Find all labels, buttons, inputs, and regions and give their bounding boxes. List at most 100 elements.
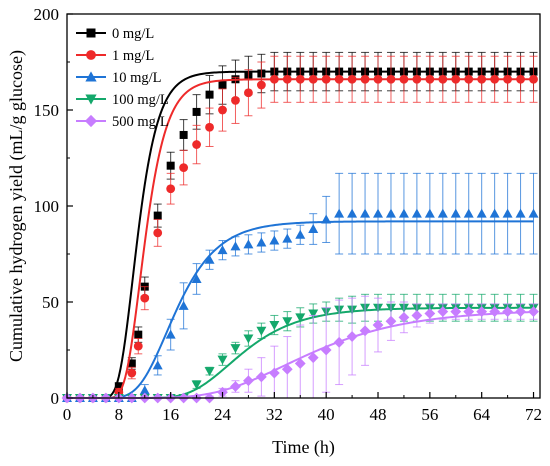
data-point [385,315,397,327]
y-tick-label: 200 [34,5,60,24]
data-point [373,74,383,84]
data-point [153,211,162,220]
data-point [450,208,461,218]
data-point [268,367,280,379]
data-point [231,96,240,105]
x-tick-label: 8 [115,405,124,424]
data-point [424,308,436,319]
data-point [218,81,227,90]
data-point [140,293,150,303]
data-point [295,74,305,84]
data-point [451,74,461,84]
data-point [217,355,228,365]
data-point [425,74,435,84]
legend-item: 100 mg/L [76,92,169,108]
data-point [515,306,526,317]
legend-marker [85,94,97,105]
axes: 0 8 16 24 32 40 48 56 64 72 0 50 100 150 200 [34,5,543,424]
data-point [127,368,137,378]
data-point [217,245,228,255]
data-point [411,208,422,218]
data-point [489,306,501,317]
data-point [204,254,215,264]
data-point [308,309,319,319]
data-point [308,74,318,84]
data-point [477,74,487,84]
x-tick-label: 64 [473,405,491,424]
data-point [114,382,123,391]
data-point [152,360,163,370]
x-tick-label: 48 [370,405,387,424]
x-tick-label: 56 [421,405,438,424]
data-point [398,208,409,218]
data-point [192,107,201,116]
data-point [281,363,293,375]
data-point [437,306,449,317]
data-point [528,306,539,317]
data-point [230,344,241,354]
legend-label: 0 mg/L [112,26,154,42]
data-point [515,208,526,218]
x-tick-label: 72 [525,405,542,424]
data-point [165,329,176,339]
data-point [307,352,319,364]
legend-item: 0 mg/L [76,26,154,42]
data-point [334,208,345,218]
data-point [133,341,143,351]
data-point [489,208,500,218]
data-point [256,80,266,90]
data-point [359,325,371,337]
data-point [179,163,189,173]
data-point [153,228,163,238]
data-point [334,74,344,84]
data-point [528,208,539,218]
data-point [295,313,306,323]
data-point [294,358,306,369]
data-point [399,74,409,84]
legend-label: 500 mg/L [112,114,169,130]
data-point [230,241,241,251]
data-point [386,74,396,84]
legend-label: 100 mg/L [112,92,169,108]
data-point [437,208,448,218]
data-point [282,74,292,84]
data-point [360,74,370,84]
data-point [243,334,254,344]
data-point [321,214,332,224]
x-tick-label: 32 [266,405,283,424]
y-tick-label: 0 [51,389,60,408]
legend-item: 500 mg/L [76,114,169,130]
data-point [502,306,514,317]
data-point [269,74,279,84]
data-point [282,233,293,243]
data-point [463,208,474,218]
data-point [191,380,202,390]
y-tick-label: 50 [42,293,59,312]
data-point [295,229,306,239]
legend-item: 10 mg/L [76,70,162,86]
data-point [166,161,175,170]
legend: 0 mg/L 1 mg/L 10 mg/L 100 mg/L 500 mg/L [76,26,169,130]
data-point [269,235,280,245]
y-tick-label: 100 [34,197,60,216]
data-point [476,306,488,317]
data-point [204,367,215,377]
legend-marker [85,71,97,82]
data-point [321,74,331,84]
legend-label: 10 mg/L [112,70,162,86]
data-point [346,331,358,342]
data-point [529,74,538,84]
data-point [463,306,475,317]
data-point [385,208,396,218]
data-point [218,105,227,115]
y-axis-title: Cumulative hydrogen yield (mL/g glucose) [6,50,27,362]
legend-marker [86,50,96,60]
data-point [516,74,525,84]
x-tick-label: 0 [63,405,72,424]
data-point [398,311,410,323]
data-point [282,317,293,327]
x-tick-label: 16 [162,405,179,424]
data-point [503,74,513,84]
data-point [205,90,214,99]
